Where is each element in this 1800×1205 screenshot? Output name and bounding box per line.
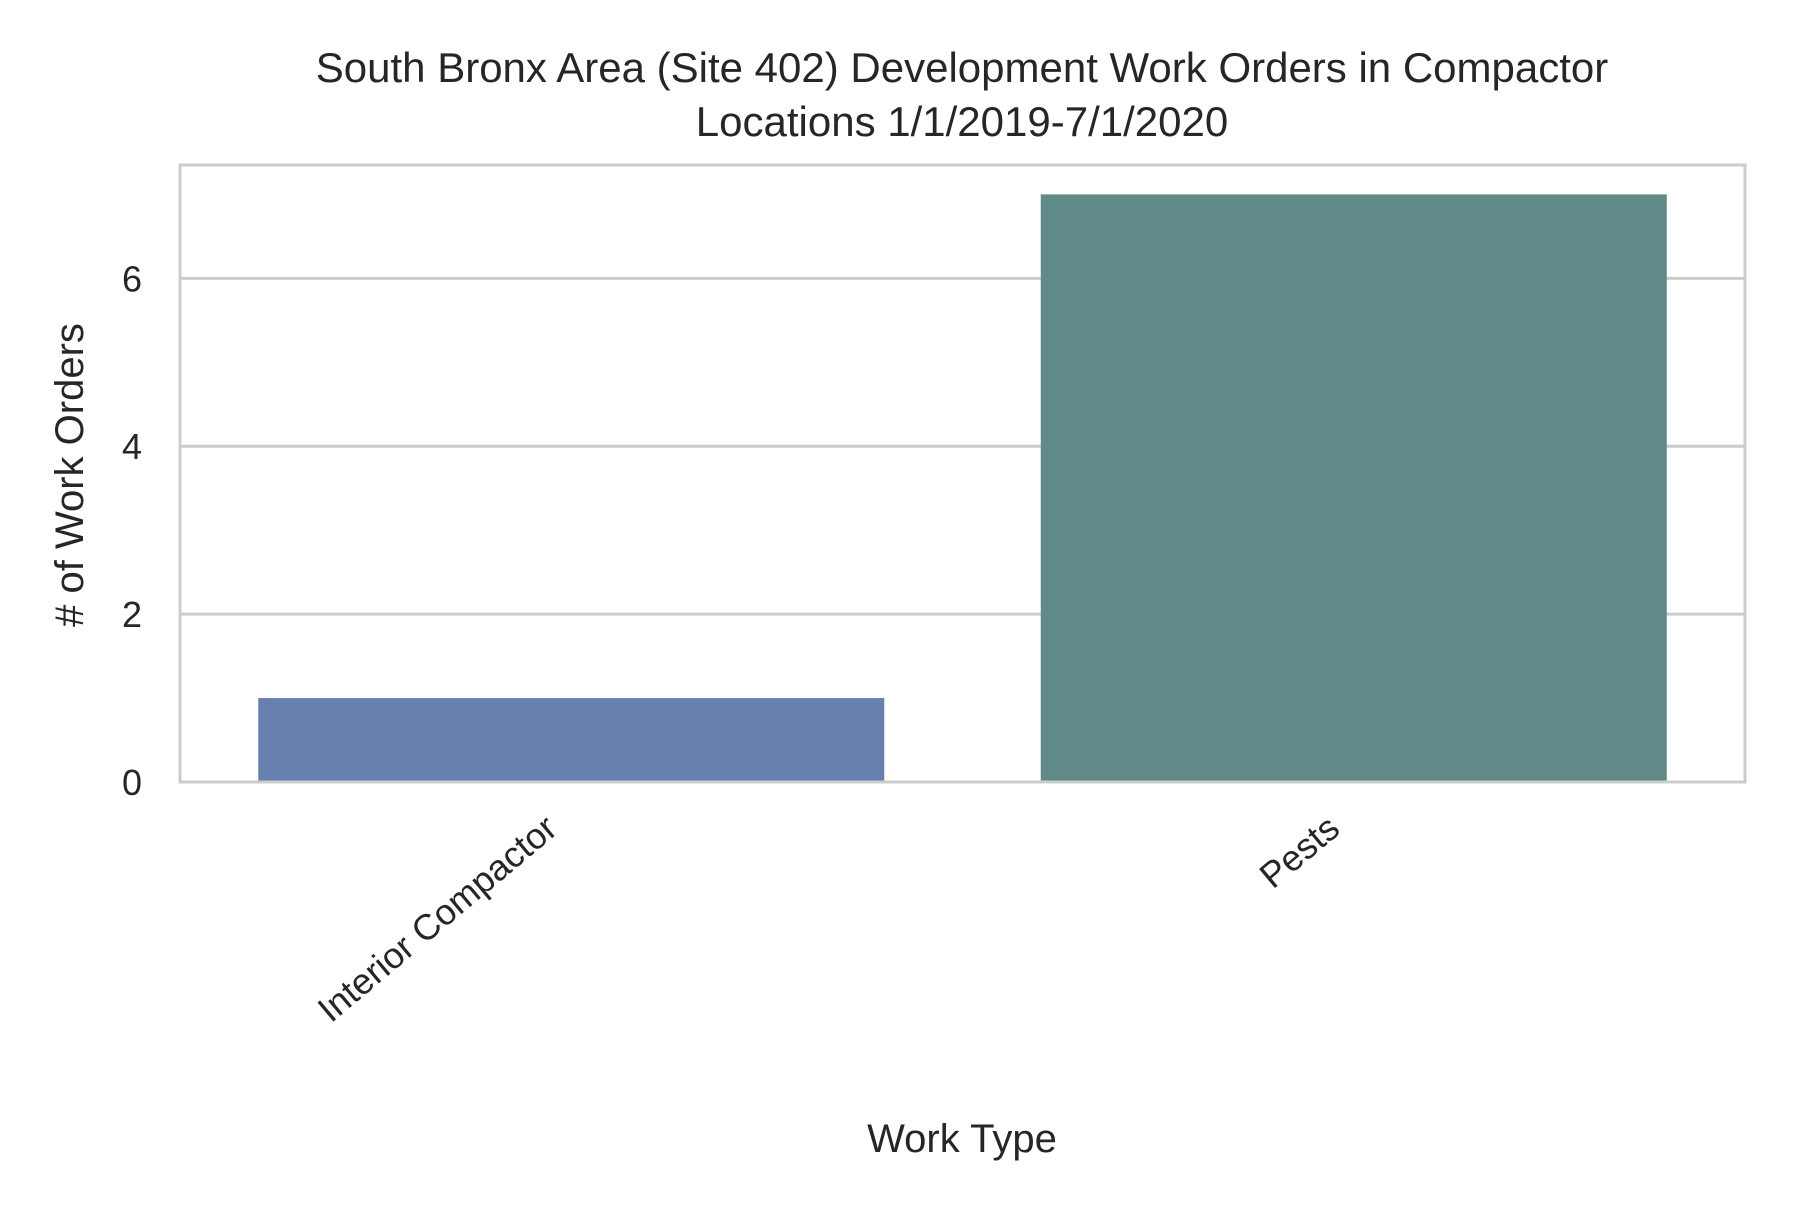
y-tick-label: 0 bbox=[122, 762, 142, 803]
plot-frame-border bbox=[178, 163, 1747, 784]
plot-frame bbox=[178, 163, 1747, 784]
y-axis-ticks: 0 2 4 6 bbox=[122, 258, 142, 803]
y-tick-label: 6 bbox=[122, 258, 142, 299]
x-axis-label: Work Type bbox=[867, 1117, 1057, 1161]
y-axis-label: # of Work Orders bbox=[48, 323, 92, 627]
x-axis-ticks: Interior Compactor Pests bbox=[310, 807, 1347, 1030]
bar-pests bbox=[1040, 194, 1667, 782]
chart-title: South Bronx Area (Site 402) Development … bbox=[316, 44, 1608, 145]
bars bbox=[258, 194, 1667, 782]
y-tick-label: 2 bbox=[122, 594, 142, 635]
y-tick-label: 4 bbox=[122, 426, 142, 467]
chart-title-line-2: Locations 1/1/2019-7/1/2020 bbox=[696, 98, 1228, 145]
chart-title-line-1: South Bronx Area (Site 402) Development … bbox=[316, 44, 1608, 91]
x-tick-label: Pests bbox=[1252, 807, 1347, 896]
x-tick-label: Interior Compactor bbox=[310, 807, 565, 1030]
bar-interior-compactor bbox=[258, 698, 885, 782]
